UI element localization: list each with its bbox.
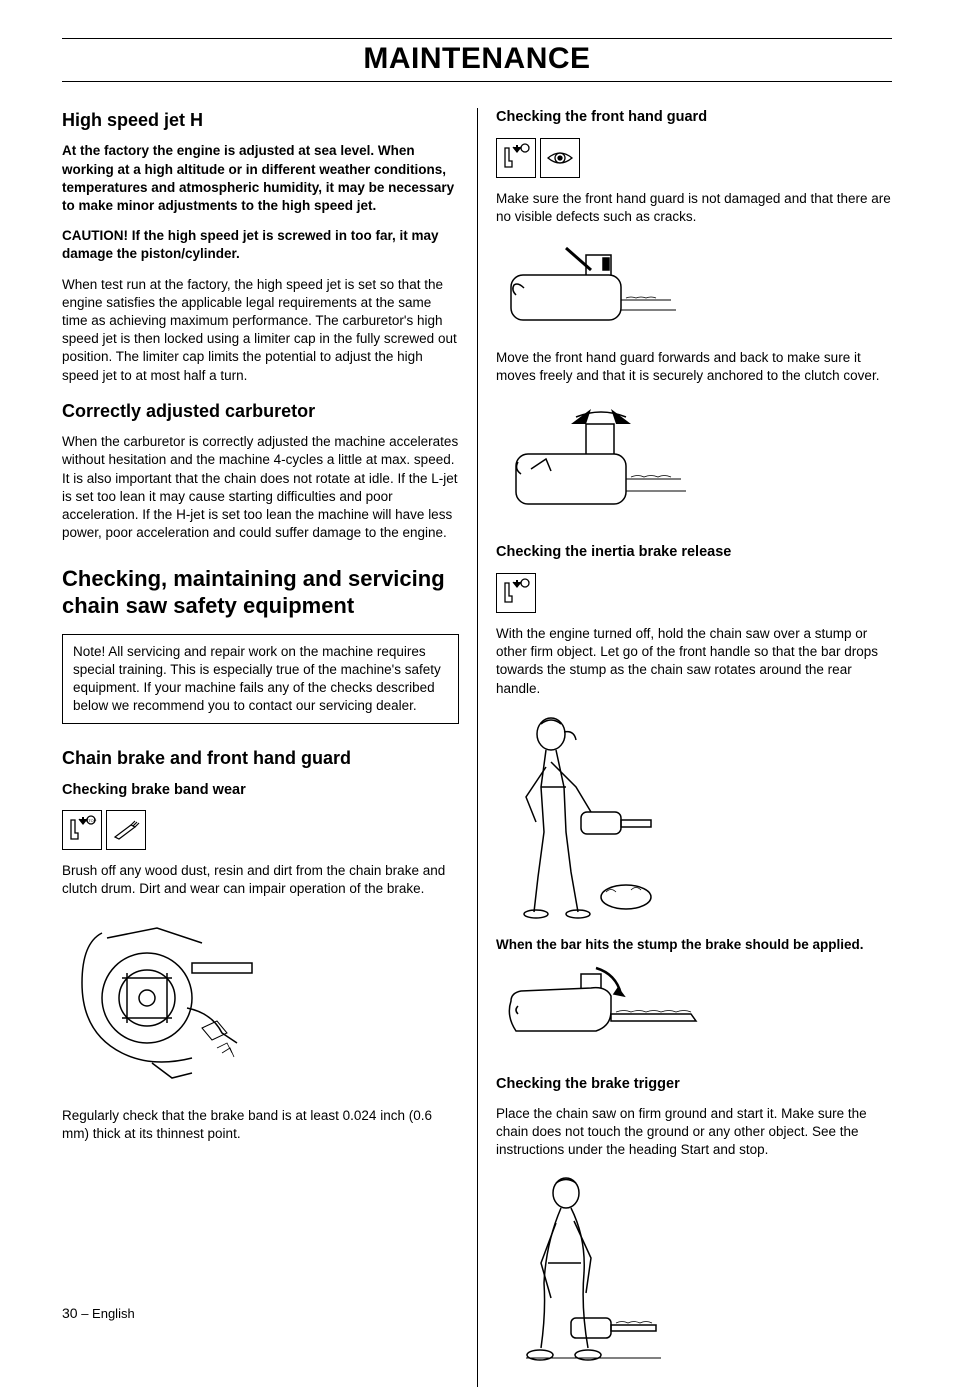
front-guard-p1: Make sure the front hand guard is not da… <box>496 190 892 226</box>
safety-note-box: Note! All servicing and repair work on t… <box>62 634 459 725</box>
svg-text:STOP: STOP <box>86 818 97 823</box>
figure-guard-crack <box>496 240 892 335</box>
subheading-front-guard: Checking the front hand guard <box>496 108 892 128</box>
subheading-inertia: Checking the inertia brake release <box>496 543 892 563</box>
stop-engine-icon: STOP <box>62 810 102 850</box>
heading-safety-equipment: Checking, maintaining and servicing chai… <box>62 565 459 620</box>
footer-language: English <box>92 1306 135 1321</box>
brake-wear-icons: STOP <box>62 810 459 850</box>
figure-trigger-person <box>496 1173 892 1373</box>
left-column: High speed jet H At the factory the engi… <box>62 108 477 1387</box>
page-footer: 30 – English <box>62 1305 135 1321</box>
page-title: MAINTENANCE <box>62 38 892 82</box>
stop-engine-icon <box>496 573 536 613</box>
inertia-p1: With the engine turned off, hold the cha… <box>496 625 892 698</box>
brake-wear-p2: Regularly check that the brake band is a… <box>62 1107 459 1143</box>
carb-body: When the carburetor is correctly adjuste… <box>62 433 459 542</box>
content-columns: High speed jet H At the factory the engi… <box>62 108 892 1387</box>
brake-wear-p1: Brush off any wood dust, resin and dirt … <box>62 862 459 898</box>
stop-engine-icon <box>496 138 536 178</box>
trigger-p1: Place the chain saw on firm ground and s… <box>496 1105 892 1160</box>
figure-clutch-drum <box>62 913 459 1093</box>
figure-guard-move <box>496 399 892 529</box>
heading-high-speed-jet: High speed jet H <box>62 108 459 132</box>
brush-icon <box>106 810 146 850</box>
subheading-brake-wear: Checking brake band wear <box>62 781 459 801</box>
heading-chain-brake: Chain brake and front hand guard <box>62 746 459 770</box>
page-number: 30 <box>62 1305 78 1321</box>
figure-inertia-person <box>496 712 892 922</box>
right-column: Checking the front hand guard <box>477 108 892 1387</box>
footer-separator: – <box>78 1306 92 1321</box>
heading-carburetor: Correctly adjusted carburetor <box>62 399 459 423</box>
inertia-icons <box>496 573 892 613</box>
hjet-intro: At the factory the engine is adjusted at… <box>62 142 459 215</box>
subheading-trigger: Checking the brake trigger <box>496 1075 892 1095</box>
hjet-caution: CAUTION! If the high speed jet is screwe… <box>62 227 459 263</box>
eye-inspect-icon <box>540 138 580 178</box>
front-guard-icons <box>496 138 892 178</box>
figure-brake-applied <box>496 966 892 1061</box>
inertia-p2: When the bar hits the stump the brake sh… <box>496 936 892 954</box>
front-guard-p2: Move the front hand guard forwards and b… <box>496 349 892 385</box>
hjet-body: When test run at the factory, the high s… <box>62 276 459 385</box>
